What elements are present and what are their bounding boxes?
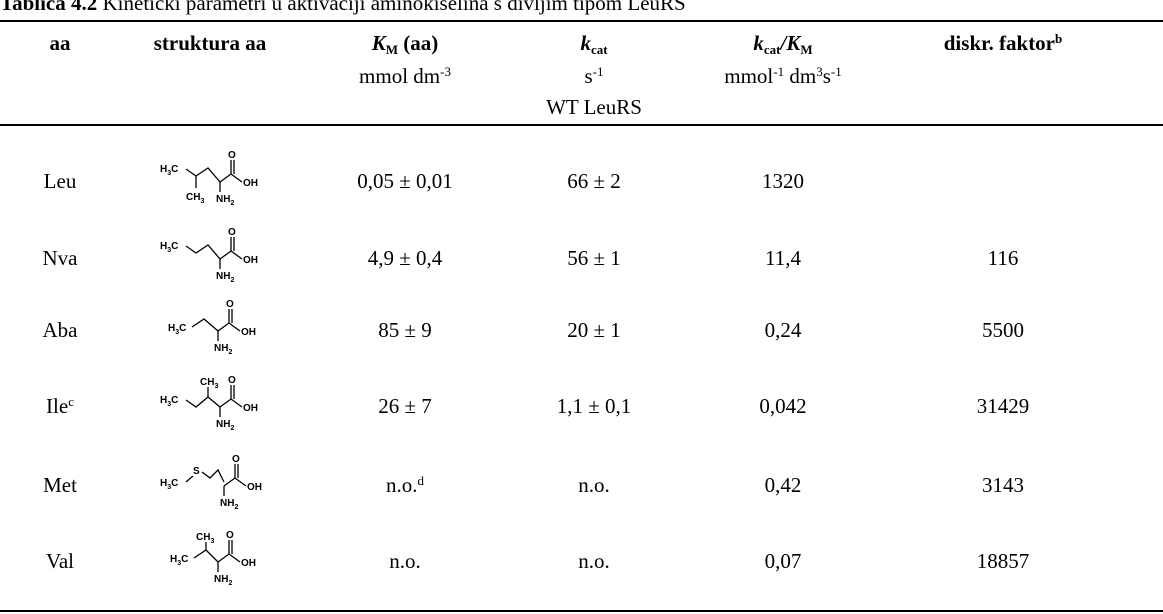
header-km: KM (aa): [371, 31, 439, 57]
svg-text:H3C: H3C: [168, 323, 186, 336]
structure-aminobutyrate: H3C O OH NH2: [160, 299, 260, 356]
kcat-cell: 20 ± 1: [567, 318, 621, 342]
svg-text:NH2: NH2: [216, 194, 234, 207]
svg-text:O: O: [226, 299, 234, 310]
km-cell: 85 ± 9: [378, 318, 432, 342]
structure-leucine: H3C CH3 O OH NH2: [160, 150, 260, 207]
bottom-rule: [0, 610, 1163, 612]
km-cell: 4,9 ± 0,4: [367, 246, 443, 270]
unit-km: mmol dm-3: [359, 64, 451, 88]
structure-valine: H3C CH3 O OH NH2: [160, 530, 260, 587]
aa-name-nva: Nva: [42, 246, 78, 270]
svg-text:CH3: CH3: [186, 192, 204, 205]
kcat-cell: n.o.: [578, 549, 610, 573]
unit-kcat-km: mmol-1 dm3s-1: [724, 64, 842, 88]
table-caption: Tablica 4.2 Kinetički parametri u aktiva…: [0, 0, 1163, 15]
svg-text:NH2: NH2: [214, 343, 232, 356]
svg-text:H3C: H3C: [160, 241, 178, 254]
svg-text:S: S: [193, 466, 200, 477]
aa-name-ile: Ilec: [46, 394, 74, 418]
aa-name-val: Val: [46, 549, 74, 573]
header-rule: [0, 124, 1163, 126]
kcat-km-cell: 0,042: [759, 394, 807, 418]
svg-text:OH: OH: [243, 255, 258, 266]
structure-methionine: H3C S O OH NH2: [160, 454, 262, 511]
svg-text:O: O: [232, 454, 240, 465]
km-cell: n.o.: [389, 549, 421, 573]
unit-kcat: s-1: [584, 64, 604, 88]
svg-text:OH: OH: [241, 327, 256, 338]
discrimination-factor-cell: 3143: [982, 473, 1024, 497]
kcat-cell: 56 ± 1: [567, 246, 621, 270]
svg-text:NH2: NH2: [216, 419, 234, 432]
svg-text:H3C: H3C: [160, 164, 178, 177]
header-kcat-km: kcat/KM: [753, 31, 813, 57]
svg-text:O: O: [228, 375, 236, 386]
svg-text:O: O: [228, 227, 236, 238]
kcat-cell: 1,1 ± 0,1: [556, 394, 632, 418]
top-rule: [0, 20, 1163, 22]
caption-label: Tablica 4.2: [0, 0, 98, 15]
svg-text:H3C: H3C: [160, 478, 178, 491]
caption-text: Kinetički parametri u aktivaciji aminoki…: [97, 0, 686, 15]
svg-text:NH2: NH2: [214, 574, 232, 587]
header-discrimination-factor: diskr. faktorb: [943, 31, 1063, 55]
km-cell: 26 ± 7: [378, 394, 432, 418]
header-aa: aa: [49, 31, 71, 55]
structure-isoleucine: H3C CH3 O OH NH2: [160, 375, 260, 432]
kcat-km-cell: 0,24: [764, 318, 802, 342]
svg-text:OH: OH: [243, 178, 258, 189]
svg-text:H3C: H3C: [160, 395, 178, 408]
discrimination-factor-cell: 5500: [982, 318, 1024, 342]
kcat-km-cell: 0,42: [764, 473, 802, 497]
svg-text:NH2: NH2: [216, 271, 234, 284]
aa-name-aba: Aba: [42, 318, 78, 342]
discrimination-factor-cell: 18857: [976, 549, 1030, 573]
aa-name-met: Met: [43, 473, 77, 497]
km-cell: n.o.d: [386, 473, 424, 497]
header-structure: struktura aa: [153, 31, 267, 55]
discrimination-factor-cell: 116: [987, 246, 1019, 270]
svg-text:NH2: NH2: [220, 498, 238, 511]
svg-text:O: O: [226, 530, 234, 541]
svg-text:OH: OH: [243, 403, 258, 414]
kcat-km-cell: 11,4: [765, 246, 801, 270]
svg-text:H3C: H3C: [170, 554, 188, 567]
discrimination-factor-cell: 31429: [976, 394, 1030, 418]
kcat-km-cell: 0,07: [764, 549, 802, 573]
svg-text:O: O: [228, 150, 236, 161]
svg-text:OH: OH: [247, 482, 262, 493]
kcat-km-cell: 1320: [762, 169, 804, 193]
svg-text:OH: OH: [241, 558, 256, 569]
structure-norvaline: H3C O OH NH2: [160, 227, 260, 284]
kcat-cell: 66 ± 2: [567, 169, 621, 193]
header-kcat: kcat: [580, 31, 608, 57]
aa-name-leu: Leu: [43, 169, 77, 193]
svg-text:CH3: CH3: [200, 377, 218, 390]
kcat-cell: n.o.: [578, 473, 610, 497]
km-cell: 0,05 ± 0,01: [357, 169, 453, 193]
enzyme-label: WT LeuRS: [546, 95, 642, 119]
svg-text:CH3: CH3: [196, 532, 214, 545]
